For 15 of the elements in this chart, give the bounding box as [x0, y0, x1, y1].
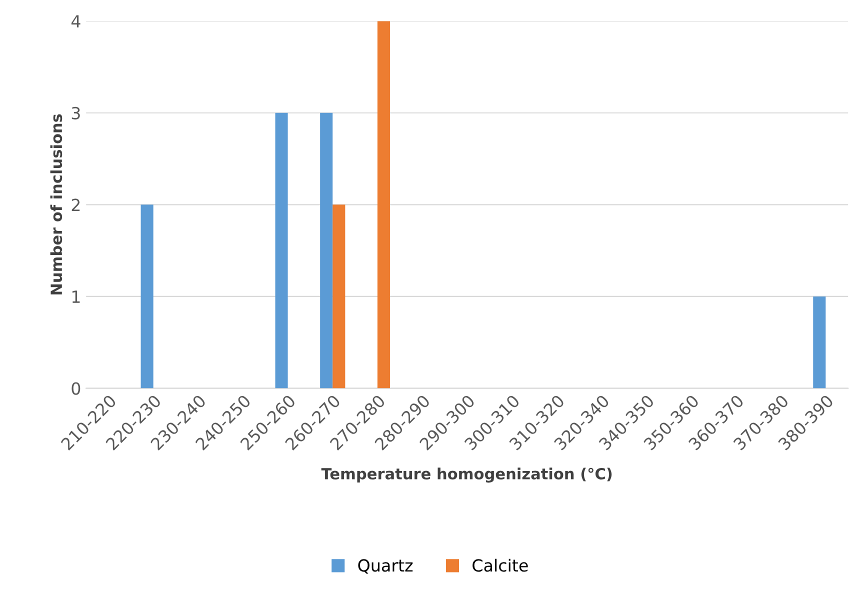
bar: [320, 112, 333, 388]
bar: [140, 204, 154, 388]
legend-label: Calcite: [472, 558, 528, 572]
bar: [813, 296, 826, 388]
bar: [332, 204, 346, 388]
y-tick-label: 3: [72, 106, 80, 120]
y-tick-label: 2: [72, 198, 80, 212]
y-axis-title: Number of inclusions: [50, 114, 62, 294]
bar: [275, 112, 288, 388]
bar: [377, 21, 390, 388]
y-tick-label: 4: [71, 15, 80, 28]
legend-label: Quartz: [358, 559, 413, 574]
y-tick-label: 0: [72, 382, 80, 395]
x-axis-title: Temperature homogenization (°C): [321, 468, 612, 483]
y-tick-label: 1: [72, 290, 80, 303]
